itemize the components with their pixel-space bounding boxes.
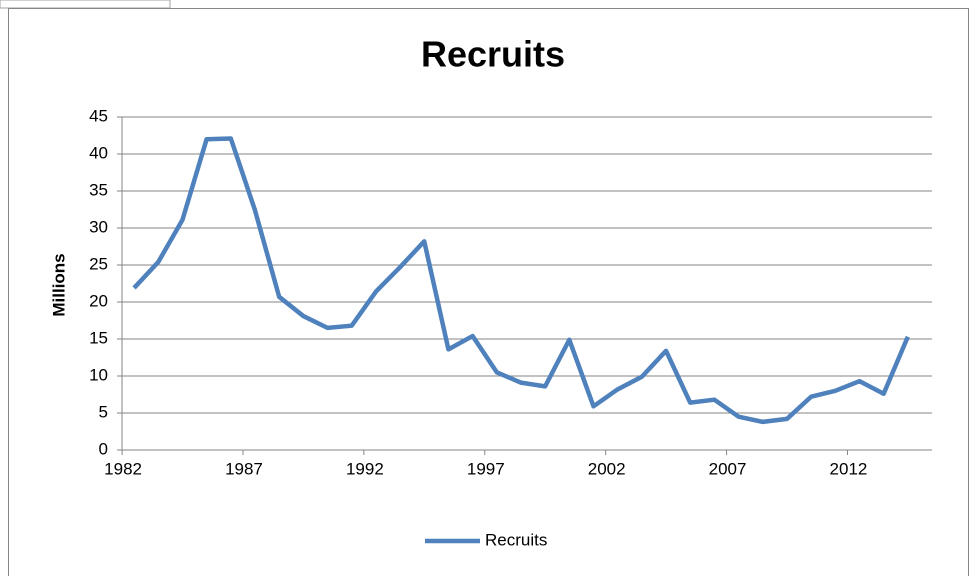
y-tick-label: 40 xyxy=(89,143,108,162)
data-line xyxy=(132,136,910,425)
x-tick-label: 1987 xyxy=(225,459,263,478)
y-axis-label: Millions xyxy=(49,253,68,316)
y-tick-label: 5 xyxy=(99,402,108,421)
x-tick-label: 2012 xyxy=(830,459,868,478)
y-tick-label: 20 xyxy=(89,291,108,310)
tab xyxy=(0,0,171,9)
chart-title: Recruits xyxy=(421,34,565,75)
y-tick-label: 15 xyxy=(89,328,108,347)
x-tick-label: 2007 xyxy=(709,459,747,478)
x-tick-label: 2002 xyxy=(588,459,626,478)
y-tick-label: 30 xyxy=(89,217,108,236)
x-tick-label: 1982 xyxy=(104,459,142,478)
chart-frame xyxy=(8,8,969,576)
x-tick-label: 1997 xyxy=(467,459,505,478)
y-tick-label: 0 xyxy=(99,439,108,458)
y-tick-label: 10 xyxy=(89,365,108,384)
y-tick-label: 25 xyxy=(89,254,108,273)
y-tick-label: 35 xyxy=(89,180,108,199)
x-tick-label: 1992 xyxy=(346,459,384,478)
y-tick-label: 45 xyxy=(89,106,108,125)
legend-label: Recruits xyxy=(485,530,547,549)
